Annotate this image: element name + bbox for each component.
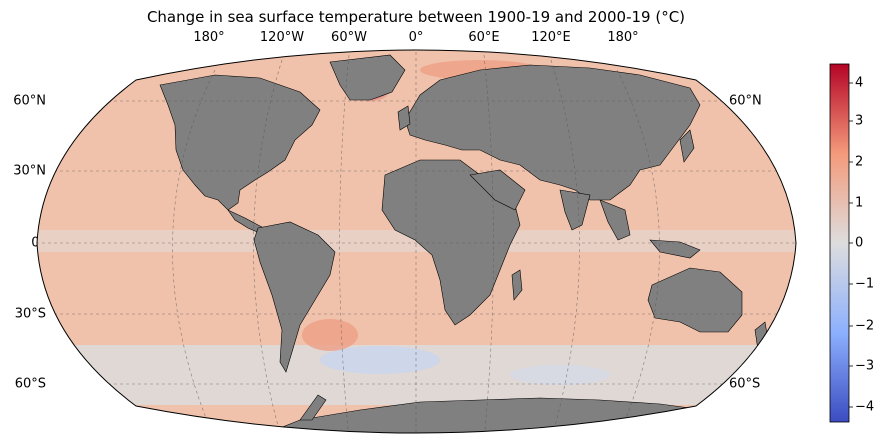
colorbar-tick-label: 1 <box>855 195 864 211</box>
south-atlantic-warm-patch <box>302 319 358 351</box>
land-antarctica <box>238 397 796 433</box>
lat-label-60n-left: 60°N <box>13 93 46 109</box>
south-indian-cool-patch <box>510 365 610 385</box>
colorbar-tick-label: 0 <box>855 235 864 251</box>
colorbar-tick-label: 3 <box>855 113 864 129</box>
gridline-lon-180w <box>172 69 216 433</box>
gridline-lon-60e <box>483 54 494 433</box>
colorbar-tick-label: 4 <box>855 75 864 91</box>
ocean-layer <box>37 50 796 433</box>
lat-label-30n-left: 30°N <box>13 163 46 179</box>
land-antarctic-peninsula <box>299 394 327 421</box>
colorbar <box>829 63 850 423</box>
gridline-lon-120e <box>550 59 580 433</box>
colorbar-tick-label: 2 <box>855 154 864 170</box>
lon-label-180w: 180° <box>193 30 225 45</box>
lon-label-120e: 120°E <box>531 30 571 45</box>
gridline-lon-60w <box>339 54 350 433</box>
colorbar-tick-label: −1 <box>855 276 875 292</box>
lat-label-60n-right: 60°N <box>729 93 762 109</box>
colorbar-tick-label: −3 <box>855 358 875 374</box>
lon-label-60e: 60°E <box>468 30 500 45</box>
land-japan <box>679 129 695 163</box>
land-masses <box>159 54 796 433</box>
land-greenland <box>329 54 406 101</box>
land-madagascar <box>511 269 523 301</box>
lon-label-0: 0° <box>408 30 424 45</box>
land-new-guinea <box>649 239 701 259</box>
lon-label-60w: 60°W <box>331 30 367 45</box>
south-atlantic-cool-patch <box>320 346 440 374</box>
land-india <box>559 189 591 231</box>
lon-label-180e: 180° <box>607 30 639 45</box>
colorbar-tick-marks <box>849 82 853 408</box>
lat-label-60s-right: 60°S <box>729 376 761 392</box>
land-south-america <box>253 221 336 373</box>
colorbar-tick-label: −4 <box>855 399 875 415</box>
land-british-isles <box>397 105 411 131</box>
gridline-lon-120w <box>253 59 283 433</box>
gridline-lon-180e <box>616 69 660 433</box>
map-boundary <box>36 49 797 434</box>
graticule <box>37 50 796 433</box>
land-australia <box>647 267 743 333</box>
land-southeast-asia <box>599 199 631 241</box>
map-title: Change in sea surface temperature betwee… <box>146 8 686 26</box>
lat-label-60s-left: 60°S <box>14 376 46 392</box>
colorbar-tick-label: −2 <box>855 318 875 334</box>
land-north-america <box>159 74 321 211</box>
lat-label-30s-left: 30°S <box>14 306 46 322</box>
lon-label-120w: 120°W <box>259 30 305 45</box>
land-eurasia <box>404 64 701 201</box>
